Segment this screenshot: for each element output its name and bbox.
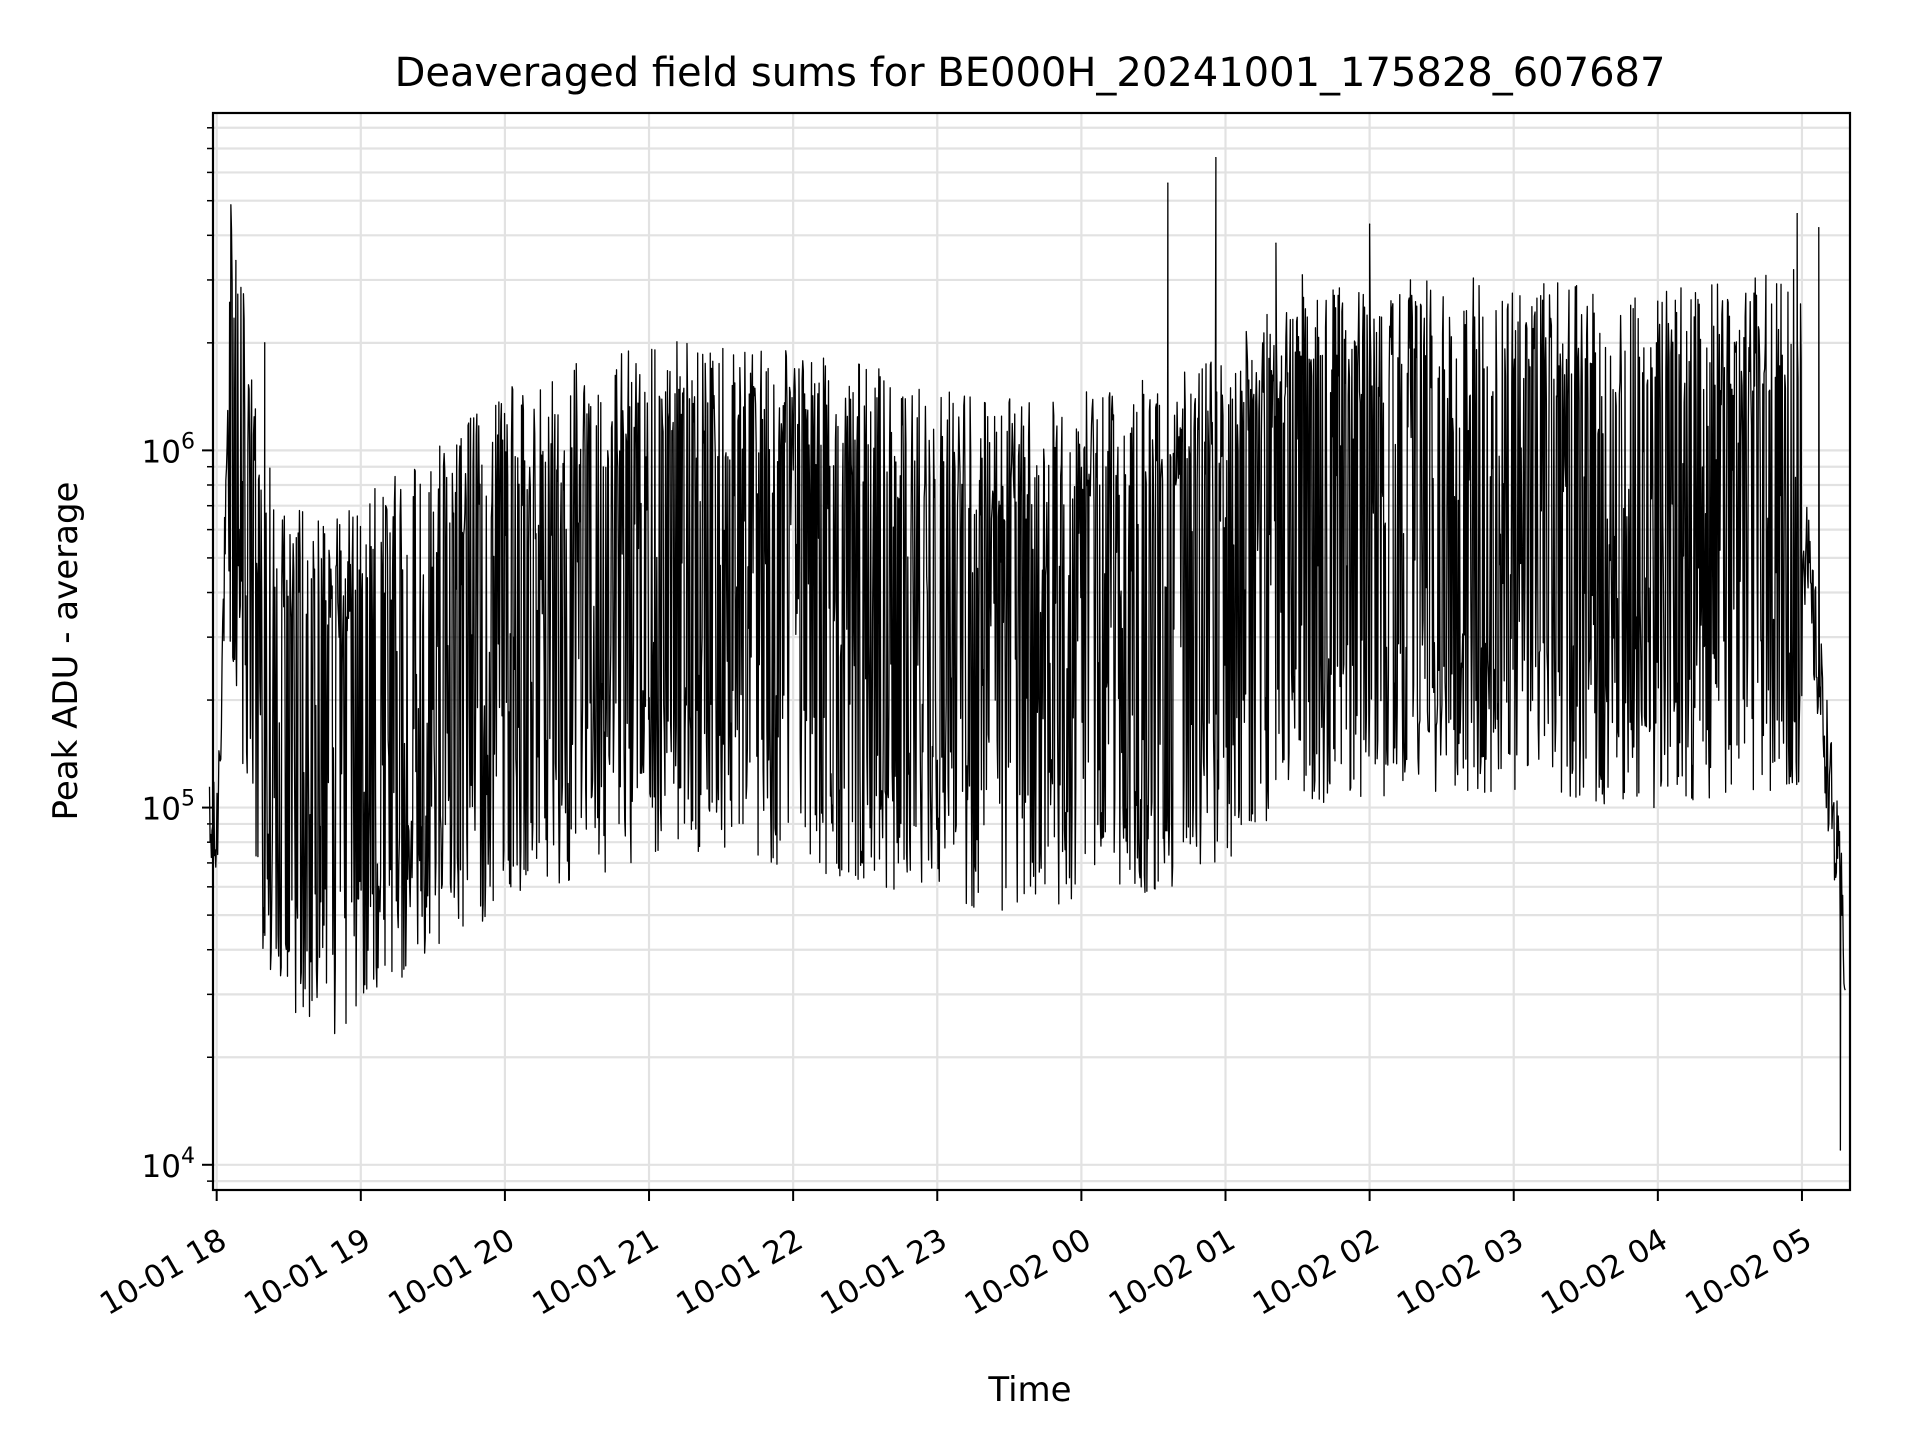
y-tick-label: 105: [142, 787, 195, 828]
chart-title: Deaveraged field sums for BE000H_2024100…: [395, 50, 1666, 96]
y-tick-label: 104: [142, 1144, 195, 1185]
series-line: [208, 156, 1846, 1151]
plot-frame: [211, 111, 1852, 1192]
spike-point: [1369, 223, 1371, 225]
spike-point: [1839, 1149, 1841, 1151]
spike-point: [264, 342, 266, 344]
spike-point: [1215, 157, 1217, 159]
spike-point: [235, 259, 237, 262]
spike-point: [1796, 213, 1798, 215]
spike-point: [1818, 227, 1820, 229]
spike-point: [1301, 274, 1303, 276]
y-axis-label: Peak ADU - average: [46, 482, 86, 821]
data-series: [208, 156, 1846, 1151]
y-tick-label: 106: [142, 429, 195, 470]
spike-point: [1167, 182, 1169, 184]
spike-point: [1409, 279, 1412, 281]
x-axis-label: Time: [987, 1370, 1071, 1410]
spike-point: [1275, 242, 1277, 244]
